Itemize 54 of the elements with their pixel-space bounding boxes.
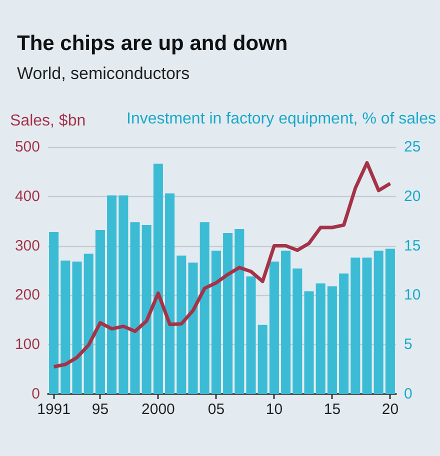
bar: [327, 286, 337, 394]
bar: [176, 256, 186, 394]
bar: [142, 225, 152, 394]
y2-tick-label: 0: [404, 386, 412, 402]
bar: [118, 195, 128, 394]
bar: [246, 276, 256, 394]
bar: [95, 230, 105, 394]
x-tick-label: 15: [324, 401, 341, 418]
bar: [72, 262, 82, 394]
bar: [292, 268, 302, 394]
y-tick-label: 400: [14, 188, 40, 205]
x-tick-label: 05: [208, 401, 225, 418]
y2-axis-title: Investment in factory equipment, % of sales: [126, 110, 436, 128]
line-series: [52, 161, 392, 369]
bar: [107, 195, 117, 394]
bar: [258, 324, 268, 394]
bar: [211, 250, 221, 394]
y2-tick-label: 5: [404, 336, 412, 354]
bar: [374, 250, 384, 394]
bar: [130, 222, 140, 394]
bar: [49, 232, 59, 394]
bar: [60, 260, 70, 394]
y2-tick-label: 15: [404, 237, 421, 254]
bar: [188, 262, 198, 394]
bar: [304, 291, 314, 394]
x-tick-label: 95: [92, 401, 109, 418]
chart-title: The chips are up and down: [17, 32, 288, 55]
y-axis-title: Sales, $bn: [10, 112, 86, 130]
bar: [269, 262, 279, 394]
bar: [316, 283, 326, 394]
bar: [362, 258, 372, 394]
y-tick-label: 500: [14, 138, 40, 156]
bar: [223, 232, 233, 394]
bar: [84, 254, 94, 394]
bar: [200, 222, 210, 394]
bar: [234, 229, 244, 394]
x-tick-label: 1991: [37, 401, 70, 418]
bar: [350, 258, 360, 394]
bar: [165, 193, 175, 394]
x-tick-label: 10: [266, 401, 283, 418]
y-tick-label: 200: [14, 286, 40, 304]
chart-subtitle: World, semiconductors: [17, 64, 190, 83]
y-tick-label: 100: [14, 336, 40, 354]
bar: [385, 248, 395, 394]
bar: [281, 250, 291, 394]
y-tick-label: 0: [32, 386, 40, 402]
bar: [153, 164, 163, 394]
x-tick-label: 20: [382, 401, 399, 418]
x-tick-label: 2000: [142, 401, 175, 418]
y2-tick-label: 10: [404, 286, 421, 304]
bar: [339, 273, 349, 394]
y2-tick-label: 20: [404, 188, 421, 205]
y-tick-label: 300: [14, 237, 40, 254]
y2-tick-label: 25: [404, 138, 421, 156]
